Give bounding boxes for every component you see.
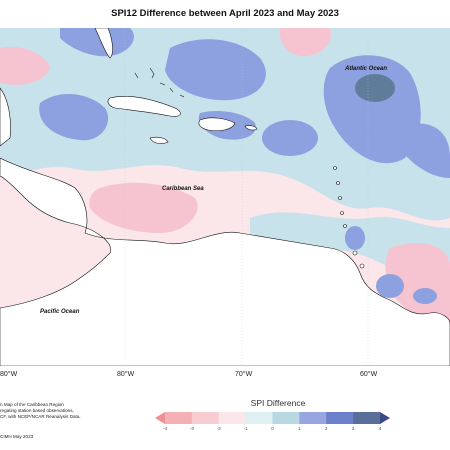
gulf-positive-anomaly [39,93,109,141]
tick-80w-left: 80°W [0,371,18,378]
lesser-antilles-islands [333,166,365,269]
legend-swatch [299,412,327,424]
graticule [124,28,369,366]
legend-swatch [272,412,300,424]
hispaniola-land [198,117,236,132]
legend-swatch [191,412,220,424]
legend-tick-label: 2 [324,426,328,431]
negative-region-north [279,28,331,57]
jamaica-land [149,136,169,144]
note-line-1: n Map of the Caribbean Region [0,402,64,407]
legend-tick-label: -2 [216,426,221,431]
legend-tick-label: -3 [189,426,194,431]
map-svg: Atlantic Ocean Caribbean Sea Pacific Oce… [0,28,450,366]
credit-text: CIMH May 2023 [0,434,34,439]
cuba-land [107,96,181,117]
bahamas-positive-anomaly [165,39,266,101]
legend-tick-label: 3 [351,426,355,431]
legend-tick-label: 4 [378,426,382,431]
puerto-rico-land [244,125,258,131]
legend-swatch [245,412,273,424]
tick-80w: 80°W [117,371,135,378]
east-positive-anomaly [400,123,450,178]
florida-land [94,28,113,59]
trinidad-positive [376,274,404,298]
lesser-antilles-positive [345,226,365,250]
legend-swatch [353,412,381,424]
legend-swatch [165,412,193,424]
central-south-america-land [0,157,450,366]
guyana-positive [413,288,437,304]
legend-right-arrow [380,412,390,424]
atlantic-positive-anomaly [323,55,421,164]
note-line-3: CF, with NCEP/NCAR Reanalysis Data. [0,414,81,419]
pacific-ocean-label: Pacific Ocean [40,309,80,315]
legend-left-arrow [155,412,165,424]
note-line-2: regating station based observations, [0,408,74,413]
spi-map: Atlantic Ocean Caribbean Sea Pacific Oce… [0,28,450,366]
map-note: n Map of the Caribbean Region regating s… [0,402,110,420]
tick-60w: 60°W [360,371,378,378]
negative-region-central [89,182,198,233]
yucatan-land [0,87,11,147]
negative-region-nw [0,46,50,85]
legend-title: SPI Difference [250,398,306,408]
legend-cells [165,412,381,424]
bahamas-islands [134,67,185,98]
legend-swatch [218,412,246,424]
atlantic-strong-anomaly [355,74,395,102]
tick-70w: 70°W [235,371,253,378]
legend-tick-label: 0 [271,426,274,431]
caribbean-sea-label: Caribbean Sea [162,186,204,192]
atlantic-ocean-label: Atlantic Ocean [344,66,387,72]
north-positive-anomaly [60,28,134,57]
legend-swatch [326,412,354,424]
legend-tick-label: -1 [243,426,248,431]
east-caribbean-positive [262,120,318,156]
color-legend [155,412,390,424]
negative-region-se [385,243,450,329]
map-title: SPI12 Difference between April 2023 and … [111,8,339,19]
legend-tick-label: 1 [298,426,301,431]
legend-tick-label: -4 [162,426,167,431]
